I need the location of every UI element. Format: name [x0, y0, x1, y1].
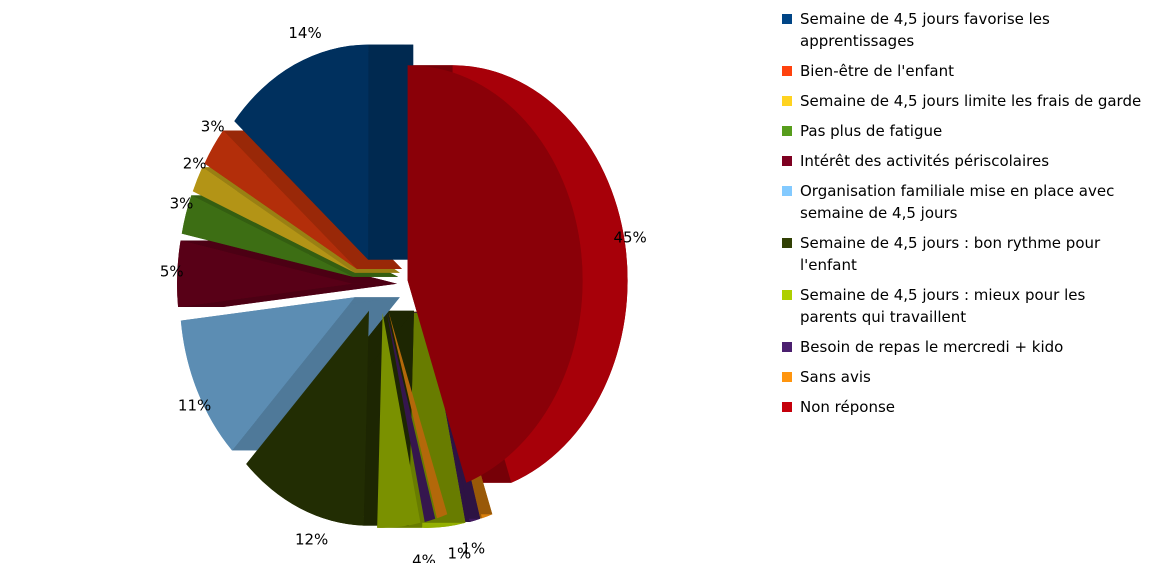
legend-swatch: [782, 238, 792, 248]
legend-label: Besoin de repas le mercredi + kido: [800, 338, 1064, 356]
data-label: 4%: [412, 552, 436, 563]
legend-label: Semaine de 4,5 jours : mieux pour les pa…: [800, 286, 1086, 326]
slice-edge: [368, 44, 414, 260]
legend-swatch: [782, 66, 792, 76]
data-label: 11%: [178, 396, 211, 414]
legend-label: Semaine de 4,5 jours limite les frais de…: [800, 92, 1142, 110]
legend-label: Non réponse: [800, 398, 895, 416]
legend-item: Organisation familiale mise en place ave…: [782, 180, 1142, 224]
legend-swatch: [782, 290, 792, 300]
data-label: 14%: [288, 24, 321, 42]
legend-item: Pas plus de fatigue: [782, 120, 1142, 142]
legend-label: Intérêt des activités périscolaires: [800, 152, 1050, 170]
pie-slice: [180, 297, 355, 451]
pie-slice: [386, 312, 436, 523]
pie-slice: [246, 310, 369, 526]
legend-item: Semaine de 4,5 jours : mieux pour les pa…: [782, 284, 1142, 328]
data-label: 5%: [160, 263, 184, 281]
data-label: 1%: [447, 544, 471, 562]
pie-slice: [192, 167, 355, 273]
pie-slice: [388, 311, 448, 519]
legend-item: Intérêt des activités périscolaires: [782, 150, 1142, 172]
pie-slice: [234, 44, 369, 260]
legend-item: Sans avis: [782, 366, 1142, 388]
legend: Semaine de 4,5 jours favorise les appren…: [782, 8, 1142, 426]
pie-slice: [377, 312, 421, 528]
legend-label: Bien-être de l'enfant: [800, 62, 954, 80]
data-label: 3%: [201, 117, 225, 135]
legend-swatch: [782, 156, 792, 166]
data-label: 45%: [613, 228, 646, 246]
data-labels: 45% 1%1% 4% 12% 11% 5% 3% 2% 3% 14%: [160, 24, 647, 563]
legend-swatch: [782, 342, 792, 352]
legend-item: Semaine de 4,5 jours limite les frais de…: [782, 90, 1142, 112]
legend-swatch: [782, 14, 792, 24]
legend-label: Semaine de 4,5 jours favorise les appren…: [800, 10, 1050, 50]
data-label: 12%: [295, 531, 328, 549]
data-label: 1%: [461, 540, 485, 558]
data-label: 2%: [183, 155, 207, 173]
pie-slice: [204, 130, 357, 270]
legend-label: Semaine de 4,5 jours : bon rythme pour l…: [800, 234, 1101, 274]
legend-swatch: [782, 186, 792, 196]
legend-item: Besoin de repas le mercredi + kido: [782, 336, 1142, 358]
chart: 45% 1%1% 4% 12% 11% 5% 3% 2% 3% 14%: [160, 24, 647, 563]
slice-rim: [407, 65, 628, 483]
legend-item: Semaine de 4,5 jours : bon rythme pour l…: [782, 232, 1142, 276]
pie-slice: [181, 195, 354, 277]
legend-label: Sans avis: [800, 368, 871, 386]
pie-slice: [177, 240, 353, 308]
legend-label: Organisation familiale mise en place ave…: [800, 182, 1115, 222]
pie-slice: [407, 65, 583, 483]
legend-swatch: [782, 126, 792, 136]
legend-swatch: [782, 372, 792, 382]
pie-faces: [177, 44, 583, 528]
legend-item: Semaine de 4,5 jours favorise les appren…: [782, 8, 1142, 52]
legend-swatch: [782, 96, 792, 106]
legend-item: Non réponse: [782, 396, 1142, 418]
data-label: 3%: [170, 195, 194, 213]
slice-edge: [178, 283, 398, 308]
legend-item: Bien-être de l'enfant: [782, 60, 1142, 82]
legend-swatch: [782, 402, 792, 412]
legend-label: Pas plus de fatigue: [800, 122, 943, 140]
